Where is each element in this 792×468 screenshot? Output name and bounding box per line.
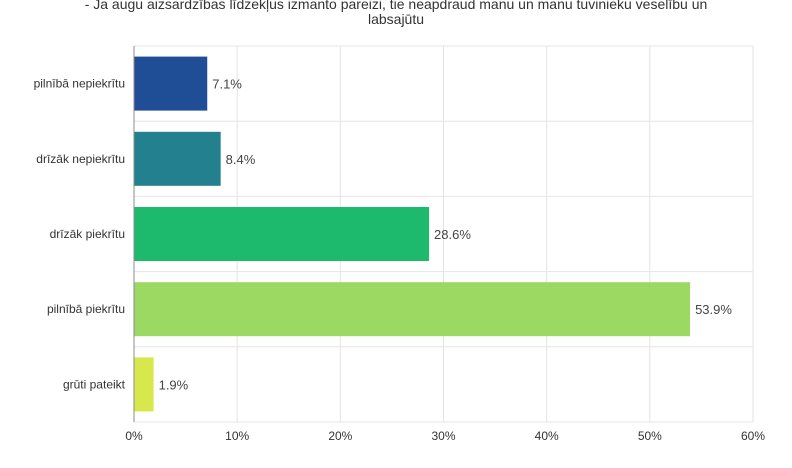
category-label: drīzāk nepiekrītu xyxy=(36,152,125,166)
bar xyxy=(134,131,221,186)
value-label: 7.1% xyxy=(212,77,242,92)
x-tick-label: 10% xyxy=(225,429,249,443)
chart-title-line-1: - Ja augu aizsardzības līdzekļus izmanto… xyxy=(84,0,708,12)
x-tick-label: 30% xyxy=(431,429,455,443)
chart-title-line-2: labsajūtu xyxy=(367,11,425,27)
value-label: 8.4% xyxy=(226,152,256,167)
bar xyxy=(134,282,691,337)
value-label: 1.9% xyxy=(159,377,189,392)
x-tick-label: 20% xyxy=(328,429,352,443)
x-tick-label: 60% xyxy=(741,429,765,443)
x-tick-label: 0% xyxy=(125,429,143,443)
category-label: drīzāk piekrītu xyxy=(50,227,125,241)
value-label: 28.6% xyxy=(434,227,471,242)
bar xyxy=(134,207,430,261)
value-label: 53.9% xyxy=(695,302,732,317)
category-label: grūti pateikt xyxy=(63,377,126,391)
category-label: pilnībā nepiekrītu xyxy=(34,77,125,91)
bar xyxy=(134,357,154,412)
x-tick-label: 50% xyxy=(638,429,662,443)
category-label: pilnībā piekrītu xyxy=(47,302,125,316)
bar xyxy=(134,56,208,111)
x-tick-label: 40% xyxy=(535,429,559,443)
